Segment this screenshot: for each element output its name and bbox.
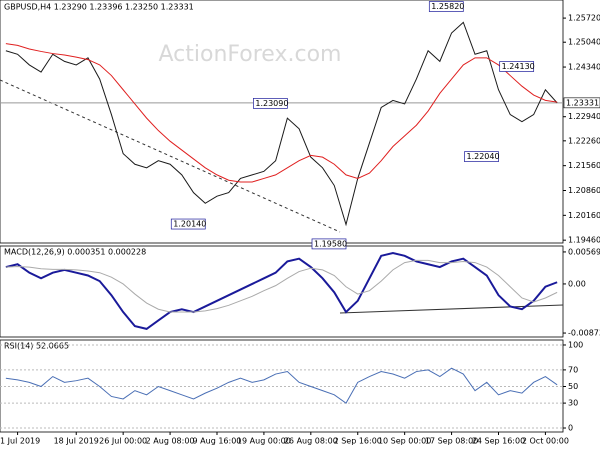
series-line [5, 367, 558, 404]
trend-line [0, 79, 341, 233]
x-tick-label: 9 Aug 16:00 [193, 437, 242, 446]
x-tick-label: 2 Oct 00:00 [522, 437, 569, 446]
macd-trend-line [339, 304, 564, 314]
current-price-box [563, 97, 600, 109]
x-tick-label: 11 Jul 2019 [0, 437, 40, 446]
y-tick-label: 1.20160 [568, 211, 600, 220]
annotation-box [499, 61, 535, 72]
annotation-label: 1.23090 [255, 99, 288, 108]
y-tick-label: 0 [568, 424, 573, 433]
annotation-box [253, 98, 288, 109]
y-tick-label: 0.00 [568, 279, 586, 288]
macd-title: MACD(12,26,9) 0.000351 0.000228 [4, 248, 146, 257]
annotation-label: 1.25820 [431, 2, 464, 11]
y-tick-label: 1.24340 [568, 63, 600, 72]
annotation-label: 1.22040 [466, 152, 499, 161]
x-tick-label: 10 Sep 00:00 [378, 437, 431, 446]
y-tick-label: 100 [568, 340, 583, 349]
x-tick-label: 2 Sep 16:00 [334, 437, 382, 446]
annotation-box [170, 218, 206, 230]
y-tick-label: 1.25040 [568, 38, 600, 47]
series-line [5, 251, 558, 330]
macd-panel [0, 245, 564, 338]
y-tick-label: 1.22940 [568, 112, 600, 121]
watermark: ActionForex.com [159, 42, 342, 67]
annotation-label: 1.19580 [314, 239, 347, 248]
series-line [5, 21, 558, 227]
y-tick-label: 1.25720 [568, 14, 600, 23]
y-tick-label: 0.005694 [568, 247, 600, 256]
rsi-title: RSI(14) 52.0665 [4, 342, 69, 351]
series-line [5, 43, 558, 183]
y-tick-label: 1.20860 [568, 186, 600, 195]
y-tick-label: 50 [568, 382, 578, 391]
y-tick-label: 30 [568, 399, 578, 408]
price-title: GBPUSD,H4 1.23290 1.23396 1.23250 1.2333… [4, 3, 194, 12]
x-tick-label: 26 Jul 00:00 [99, 437, 147, 446]
y-tick-label: 1.19460 [568, 236, 600, 245]
y-tick-label: 70 [568, 365, 578, 374]
x-tick-label: 17 Sep 08:00 [425, 437, 478, 446]
price-panel [0, 0, 564, 244]
annotation-box [464, 151, 499, 162]
x-tick-label: 18 Jul 2019 [54, 437, 99, 446]
series-line [5, 259, 558, 313]
x-tick-label: 26 Aug 08:00 [284, 437, 338, 446]
annotation-box [428, 1, 464, 12]
annotation-label: 1.24130 [502, 62, 535, 71]
x-tick-label: 2 Aug 08:00 [146, 437, 195, 446]
y-tick-label: 1.21560 [568, 161, 600, 170]
annotation-label: 1.20140 [173, 220, 206, 229]
current-price-label: 1.23331 [566, 98, 599, 107]
annotation-box [311, 238, 347, 250]
x-tick-label: 19 Aug 00:00 [237, 437, 291, 446]
x-tick-label: 24 Sep 16:00 [472, 437, 525, 446]
y-tick-label: -0.008737 [568, 329, 600, 338]
y-tick-label: 1.22260 [568, 136, 600, 145]
